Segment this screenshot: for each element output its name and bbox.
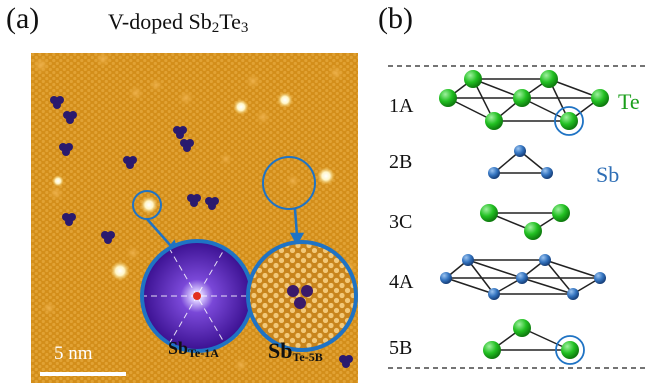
defect-label-1a: SbTe-1A [168, 338, 219, 361]
defect-label-5b: SbTe-5B [268, 338, 323, 365]
title-sub-1: 2 [211, 20, 220, 36]
title-main: V-doped Sb [108, 9, 212, 34]
species-label-te: Te [618, 89, 640, 114]
defect-5b-main: Sb [268, 338, 293, 363]
scale-bar-label: 5 nm [54, 343, 93, 364]
title-sub-2: 3 [240, 20, 249, 36]
structure-diagram [388, 65, 646, 369]
title-mid: Te [219, 9, 241, 34]
layer-1a-atoms [439, 70, 609, 136]
defect-1a-main: Sb [168, 338, 189, 358]
dark-trimer-defects [50, 96, 353, 368]
defect-5b-sub: Te-5B [292, 350, 323, 364]
select-circle-5b [262, 156, 316, 210]
bright-defects [52, 92, 335, 281]
layer-label-2b: 2B [389, 151, 413, 173]
faint-defects [32, 53, 357, 372]
defect-1a-sub: Te-1A [188, 346, 219, 360]
layer-label-4a: 4A [389, 271, 414, 293]
stm-image [31, 53, 358, 383]
layer-3c [480, 204, 570, 240]
panel-b-label: (b) [378, 2, 413, 35]
layer-4a-atoms [440, 254, 606, 300]
scale-bar [40, 372, 126, 376]
inset-sb-te-1a [140, 239, 254, 353]
stm-image-svg [31, 53, 358, 383]
layer-2b [488, 145, 553, 179]
panel-a-label: (a) [6, 2, 40, 35]
inset-sb-te-5b [246, 240, 358, 352]
layer-label-5b: 5B [389, 337, 413, 359]
layer-5b [483, 319, 585, 365]
panel-a-title: V-doped Sb2Te3 [108, 9, 248, 37]
layer-label-3c: 3C [389, 211, 413, 233]
species-label-sb: Sb [596, 162, 620, 187]
layer-label-1a: 1A [389, 95, 414, 117]
